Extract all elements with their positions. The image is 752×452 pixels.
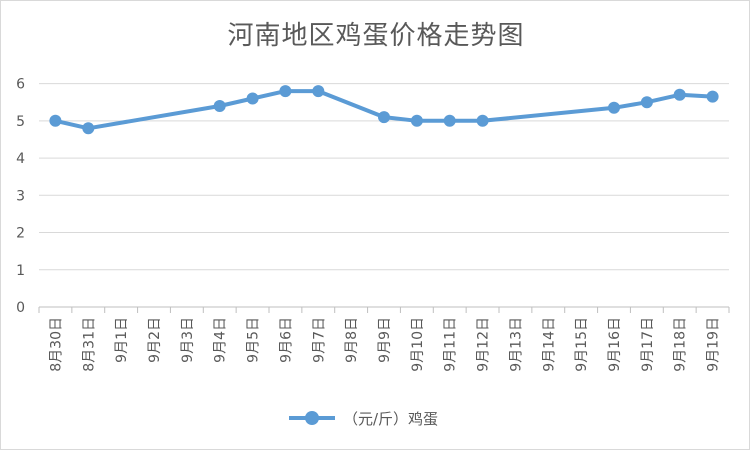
y-tick-label: 3: [16, 188, 25, 204]
data-point: [246, 92, 259, 105]
legend-label: （元/斤）鸡蛋: [343, 409, 439, 428]
data-point: [312, 85, 325, 98]
data-point: [608, 101, 620, 114]
y-tick-label: 5: [16, 114, 25, 130]
x-tick-label: 9月1日: [114, 317, 130, 363]
y-tick-label: 6: [16, 77, 25, 93]
data-point: [82, 122, 95, 135]
x-tick-label: 9月15日: [574, 317, 590, 372]
x-tick-label: 9月18日: [673, 317, 689, 372]
x-tick-label: 9月3日: [180, 317, 196, 363]
x-tick-label: 8月30日: [48, 317, 64, 372]
data-point: [706, 90, 719, 103]
data-point: [410, 114, 423, 127]
y-axis-tick-labels: 0 1 2 3 4 5 6: [16, 77, 25, 316]
x-axis-tick-labels: 8月30日 8月31日 9月1日 9月2日 9月3日 9月4日 9月5日 9月6日 9月7日 9月…: [48, 317, 721, 372]
x-tick-label: 8月31日: [81, 317, 97, 372]
series-layer: [49, 85, 719, 135]
x-tick-label: 9月7日: [311, 317, 327, 363]
x-tick-label: 9月12日: [476, 317, 492, 372]
data-point: [640, 96, 653, 109]
x-tick-label: 9月19日: [706, 317, 722, 372]
x-tick-label: 9月13日: [508, 317, 524, 372]
y-tick-label: 4: [16, 151, 25, 167]
y-tick-label: 0: [16, 300, 25, 316]
data-point: [279, 85, 292, 98]
y-tick-label: 1: [16, 263, 25, 279]
x-tick-label: 9月14日: [541, 317, 557, 372]
x-tick-label: 9月10日: [410, 317, 426, 372]
x-tick-label: 9月5日: [246, 317, 262, 363]
x-tick-label: 9月9日: [377, 317, 393, 363]
data-point: [213, 100, 226, 112]
x-tick-label: 9月6日: [278, 317, 294, 363]
data-point: [673, 88, 686, 101]
y-tick-label: 2: [16, 226, 25, 242]
legend: （元/斤）鸡蛋: [289, 406, 438, 430]
x-tick-label: 9月16日: [607, 317, 623, 372]
data-point: [443, 114, 456, 127]
data-point: [378, 111, 390, 124]
x-tick-label: 9月2日: [147, 317, 163, 363]
x-tick-label: 9月8日: [344, 317, 360, 363]
x-tick-label: 9月11日: [443, 317, 459, 372]
chart-title: 河南地区鸡蛋价格走势图: [227, 21, 525, 51]
x-tick-label: 9月17日: [640, 317, 656, 372]
x-tick-label: 9月4日: [213, 317, 229, 363]
data-point: [476, 114, 489, 127]
legend-marker: [305, 411, 319, 425]
legend-swatch-icon: [289, 410, 335, 426]
data-point: [49, 114, 62, 127]
